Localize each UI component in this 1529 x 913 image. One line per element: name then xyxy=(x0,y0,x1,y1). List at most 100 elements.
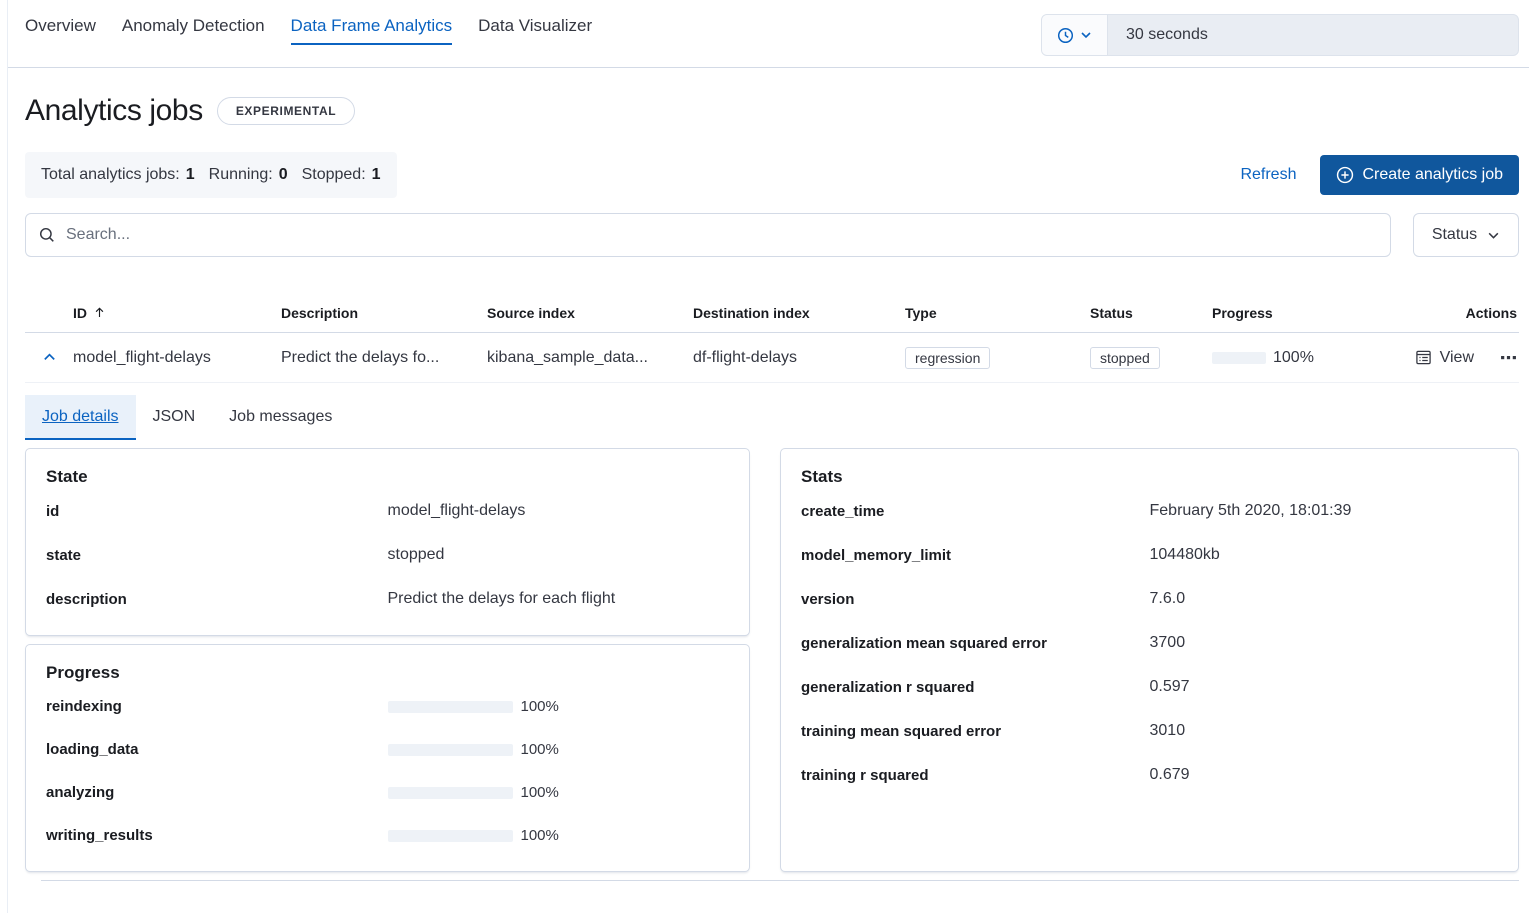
status-filter-dropdown[interactable]: Status xyxy=(1413,213,1519,257)
type-badge: regression xyxy=(905,346,991,369)
refresh-interval-display[interactable]: 30 seconds xyxy=(1126,26,1208,43)
state-term: state xyxy=(46,546,82,564)
top-navigation: Overview Anomaly Detection Data Frame An… xyxy=(8,0,1529,68)
progress-phase: analyzing xyxy=(46,784,115,801)
progress-row-loading-data: loading_data 100% xyxy=(46,728,729,771)
ml-nav-tabs: Overview Anomaly Detection Data Frame An… xyxy=(25,14,592,45)
view-button-label: View xyxy=(1439,348,1474,366)
column-id-label: ID xyxy=(73,304,87,321)
progress-percent-label: 100% xyxy=(1273,348,1314,366)
collapse-row-chevron-up-icon[interactable] xyxy=(42,350,57,365)
nav-tab-data-visualizer[interactable]: Data Visualizer xyxy=(478,16,593,35)
phase-percent-label: 100% xyxy=(520,698,559,715)
nav-tab-overview[interactable]: Overview xyxy=(25,16,96,35)
progress-phase: reindexing xyxy=(46,698,122,715)
progress-phase: writing_results xyxy=(46,827,153,844)
total-jobs-value: 1 xyxy=(185,166,195,183)
phase-progress-track xyxy=(387,829,513,842)
state-term: id xyxy=(46,502,60,520)
clock-icon xyxy=(1057,27,1074,44)
column-header-actions: Actions xyxy=(1465,304,1517,321)
status-badge: stopped xyxy=(1090,346,1160,369)
search-input[interactable] xyxy=(66,226,1378,244)
phase-percent-label: 100% xyxy=(520,827,559,844)
stat-term: training r squared xyxy=(801,766,929,784)
stat-value: 104480kb xyxy=(1149,546,1220,563)
tab-job-messages[interactable]: Job messages xyxy=(229,408,333,425)
stat-term: generalization mean squared error xyxy=(801,634,1047,652)
running-jobs-value: 0 xyxy=(278,166,288,183)
stats-row-generalization-mse: generalization mean squared error 3700 xyxy=(801,621,1498,665)
state-term: description xyxy=(46,590,127,608)
column-header-type: Type xyxy=(905,304,937,321)
stat-value: 0.679 xyxy=(1149,766,1190,783)
cell-description: Predict the delays fo... xyxy=(281,348,440,366)
stat-value: 3010 xyxy=(1149,722,1186,739)
column-header-status: Status xyxy=(1090,304,1133,321)
stats-row-training-r-squared: training r squared 0.679 xyxy=(801,753,1498,797)
status-filter-label: Status xyxy=(1431,226,1478,243)
stats-row-training-mse: training mean squared error 3010 xyxy=(801,709,1498,753)
state-value: stopped xyxy=(387,546,445,563)
page-title: Analytics jobs xyxy=(25,94,203,127)
app-frame: Overview Anomaly Detection Data Frame An… xyxy=(7,0,1529,913)
progress-phase: loading_data xyxy=(46,741,139,758)
progress-row-analyzing: analyzing 100% xyxy=(46,771,729,814)
title-row: Analytics jobs EXPERIMENTAL xyxy=(25,94,1519,128)
progress-bar-track xyxy=(1212,351,1266,364)
nav-tab-data-frame-analytics[interactable]: Data Frame Analytics xyxy=(290,16,453,45)
stats-panel: Stats create_time February 5th 2020, 18:… xyxy=(780,448,1519,872)
nav-tab-anomaly-detection[interactable]: Anomaly Detection xyxy=(121,16,265,35)
phase-percent-label: 100% xyxy=(520,784,559,801)
progress-panel: Progress reindexing 100% loading_data 10… xyxy=(25,644,750,872)
table-view-icon xyxy=(1415,349,1432,366)
sort-ascending-icon xyxy=(93,306,106,319)
stat-term: generalization r squared xyxy=(801,678,975,696)
phase-progress-track xyxy=(387,786,513,799)
state-panel-title: State xyxy=(46,467,88,486)
stat-term: model_memory_limit xyxy=(801,546,952,564)
phase-progress-track xyxy=(387,700,513,713)
running-jobs-label: Running: xyxy=(208,166,273,183)
progress-row-writing-results: writing_results 100% xyxy=(46,814,729,857)
chevron-down-icon xyxy=(1487,229,1500,242)
stats-row-model-memory-limit: model_memory_limit 104480kb xyxy=(801,533,1498,577)
view-button[interactable]: View xyxy=(1415,349,1474,367)
tab-json[interactable]: JSON xyxy=(152,408,196,425)
column-header-destination-index: Destination index xyxy=(693,304,810,321)
analytics-jobs-table: ID Description Source index Destination … xyxy=(25,293,1519,383)
total-jobs-stat: Total analytics jobs: 1 xyxy=(41,166,195,184)
stats-row-generalization-r-squared: generalization r squared 0.597 xyxy=(801,665,1498,709)
cell-destination-index: df-flight-delays xyxy=(693,348,798,366)
create-analytics-job-button[interactable]: Create analytics job xyxy=(1320,155,1519,195)
quick-select-button[interactable] xyxy=(1042,15,1108,55)
column-header-source-index: Source index xyxy=(487,304,575,321)
phase-progress-track xyxy=(387,743,513,756)
state-panel: State id model_flight-delays state stopp… xyxy=(25,448,750,636)
column-header-id[interactable]: ID xyxy=(73,305,281,321)
running-jobs-stat: Running: 0 xyxy=(209,166,288,184)
refresh-button[interactable]: Refresh xyxy=(1240,166,1297,183)
table-row: model_flight-delays Predict the delays f… xyxy=(25,333,1519,383)
stats-row-create-time: create_time February 5th 2020, 18:01:39 xyxy=(801,489,1498,533)
create-analytics-job-label: Create analytics job xyxy=(1362,166,1503,183)
tab-job-details[interactable]: Job details xyxy=(25,395,136,440)
row-actions-menu-icon[interactable] xyxy=(1500,349,1517,366)
stat-term: create_time xyxy=(801,502,885,520)
progress-panel-title: Progress xyxy=(46,663,120,682)
stat-term: version xyxy=(801,590,855,608)
state-row-id: id model_flight-delays xyxy=(46,489,729,533)
row-progress: 100% xyxy=(1212,349,1334,367)
stat-value: 7.6.0 xyxy=(1149,590,1186,607)
summary-row: Total analytics jobs: 1 Running: 0 Stopp… xyxy=(25,152,1519,198)
right-column: Stats create_time February 5th 2020, 18:… xyxy=(780,448,1519,872)
total-jobs-label: Total analytics jobs: xyxy=(41,166,180,183)
page-content: Analytics jobs EXPERIMENTAL Total analyt… xyxy=(8,94,1529,881)
stat-value: February 5th 2020, 18:01:39 xyxy=(1149,502,1352,519)
stats-row-version: version 7.6.0 xyxy=(801,577,1498,621)
stat-value: 3700 xyxy=(1149,634,1186,651)
cell-source-index: kibana_sample_data... xyxy=(487,348,648,366)
experimental-badge: EXPERIMENTAL xyxy=(216,97,356,125)
search-row: Status xyxy=(25,213,1519,257)
progress-row-reindexing: reindexing 100% xyxy=(46,685,729,728)
